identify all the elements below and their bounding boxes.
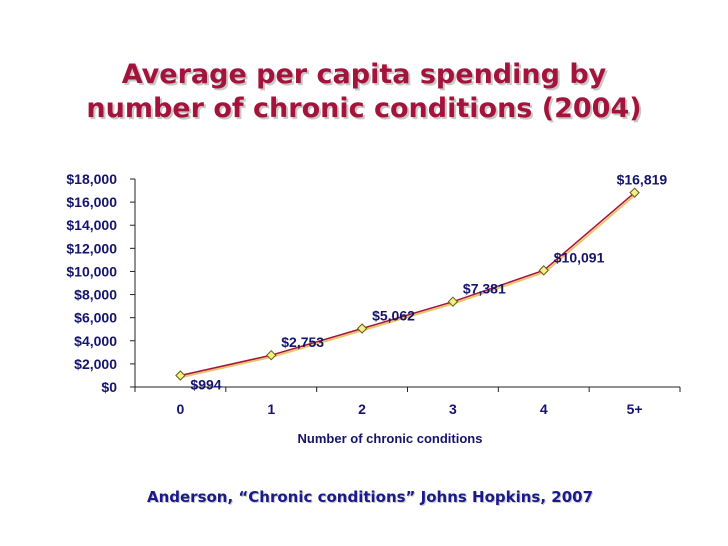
x-tick-label: 5+ bbox=[627, 401, 643, 417]
y-tick-label: $18,000 bbox=[66, 171, 117, 187]
y-tick-label: $10,000 bbox=[66, 263, 117, 279]
y-tick-label: $12,000 bbox=[66, 240, 117, 256]
data-label: $994 bbox=[190, 377, 221, 393]
data-point-marker bbox=[356, 323, 368, 334]
series-line bbox=[180, 192, 636, 377]
line-chart: $0 $2,000 $4,000 $6,000 $8,000 $10,000 $12,000… bbox=[66, 171, 681, 446]
source-citation: Anderson, “Chronic conditions” Johns Hop… bbox=[146, 488, 594, 506]
chart-title: Average per capita spending by number of… bbox=[0, 58, 728, 126]
data-point-marker bbox=[538, 265, 549, 276]
data-label: $2,753 bbox=[281, 334, 324, 350]
y-tick-label: $4,000 bbox=[74, 333, 117, 349]
data-point-marker bbox=[447, 296, 459, 307]
data-point-marker bbox=[175, 370, 186, 381]
x-tick-label: 0 bbox=[177, 401, 185, 417]
data-point-marker bbox=[266, 349, 277, 361]
y-tick-label: $6,000 bbox=[74, 310, 117, 326]
data-label: $10,091 bbox=[554, 249, 605, 265]
x-tick-label: 4 bbox=[540, 401, 548, 417]
data-label: $7,381 bbox=[463, 281, 506, 297]
chart-title-line-2: number of chronic conditions (2004) bbox=[86, 93, 642, 124]
x-axis-title: Number of chronic conditions bbox=[298, 431, 483, 446]
data-label: $16,819 bbox=[617, 172, 668, 188]
y-tick-label: $0 bbox=[101, 379, 117, 395]
y-tick-label: $8,000 bbox=[74, 287, 117, 303]
chart-title-line-1: Average per capita spending by bbox=[121, 59, 607, 90]
x-tick-label: 2 bbox=[358, 401, 366, 417]
y-tick-label: $16,000 bbox=[66, 194, 117, 210]
data-label: $5,062 bbox=[372, 308, 415, 324]
y-tick-label: $14,000 bbox=[66, 217, 117, 233]
series-line-shadow bbox=[181, 193, 637, 378]
data-point-marker bbox=[629, 187, 640, 198]
x-tick-label: 1 bbox=[267, 401, 275, 417]
y-tick-label: $2,000 bbox=[74, 356, 117, 372]
x-tick-label: 3 bbox=[449, 401, 457, 417]
